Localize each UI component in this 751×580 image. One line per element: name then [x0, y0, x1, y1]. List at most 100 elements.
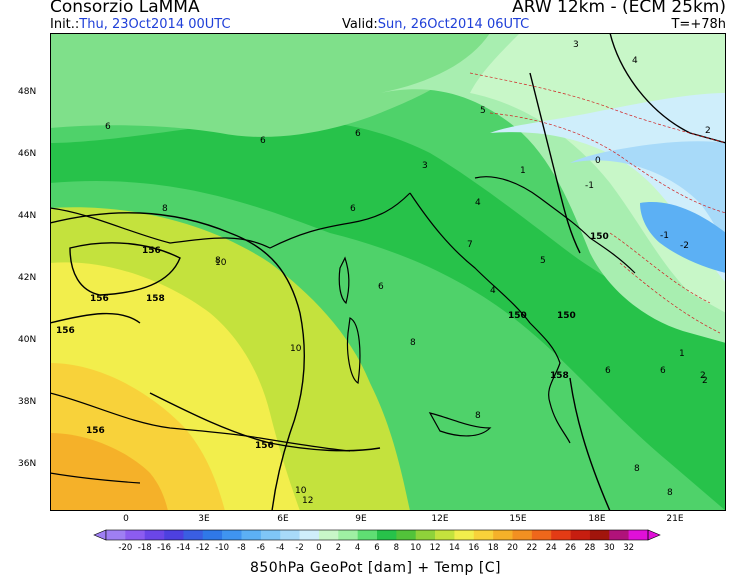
colorbar-tick-label: -8 — [237, 543, 245, 553]
temp-label: 6 — [350, 204, 356, 214]
colorbar-right-arrow — [647, 529, 661, 541]
temperature-isolines — [469, 72, 726, 334]
colorbar-segment — [357, 530, 378, 540]
colorbar-tick-label: -16 — [157, 543, 171, 553]
colorbar-segment — [106, 530, 126, 540]
valid-time: Valid:Sun, 26Oct2014 06UTC — [342, 17, 529, 32]
colorbar-segment — [241, 530, 262, 540]
init-time: Init.:Thu, 23Oct2014 00UTC — [50, 17, 231, 32]
temp-label: 8 — [162, 204, 168, 214]
colorbar-tick-label: -6 — [257, 543, 265, 553]
colorbar-segment — [531, 530, 552, 540]
colorbar-segment — [338, 530, 358, 540]
temp-label: -2 — [680, 241, 689, 251]
colorbar-tick-label: 2 — [336, 543, 341, 553]
temp-label: 4 — [490, 286, 496, 296]
lon-label: 0 — [123, 514, 129, 524]
init-label: Init.: — [50, 17, 80, 32]
lat-label: 38N — [18, 397, 37, 407]
temp-label: -1 — [585, 181, 594, 191]
temp-label: 8 — [667, 488, 673, 498]
colorbar-segment — [512, 530, 533, 540]
colorbar-tick-label: 10 — [410, 543, 421, 553]
colorbar-segment — [377, 530, 397, 540]
temp-label: 2 — [702, 376, 708, 386]
valid-label: Valid: — [342, 17, 378, 32]
temp-label: 4 — [632, 56, 638, 66]
contour-label: 156 — [86, 426, 105, 436]
temp-label: 5 — [480, 106, 486, 116]
colorbar-segment — [415, 530, 436, 540]
temp-label: 10 — [295, 486, 307, 496]
colorbar-left-arrow — [93, 529, 107, 541]
colorbar-segment — [396, 530, 417, 540]
lon-label: 6E — [277, 514, 289, 524]
temp-label: 8 — [634, 464, 640, 474]
temp-label: 4 — [475, 198, 481, 208]
lat-label: 36N — [18, 459, 37, 469]
temp-label: -1 — [660, 231, 669, 241]
temp-label: 8 — [475, 411, 481, 421]
colorbar-segment — [628, 530, 649, 540]
colorbar-segment — [570, 530, 591, 540]
colorbar-segment — [493, 530, 513, 540]
colorbar-tick-label: 12 — [430, 543, 441, 553]
temp-label: 6 — [105, 122, 111, 132]
forecast-step: T=+78h — [671, 17, 726, 32]
temp-label: 6 — [260, 136, 266, 146]
contour-label: 158 — [146, 294, 165, 304]
colorbar-tick-label: 0 — [316, 543, 321, 553]
contour-label: 150 — [508, 311, 527, 321]
temp-label: 6 — [660, 366, 666, 376]
temp-label: 3 — [573, 40, 579, 50]
temp-field-light-blue — [490, 93, 726, 283]
contour-label-group: 156 156 158 156 156 156 150 150 150 158 — [56, 232, 609, 451]
colorbar-segment — [473, 530, 494, 540]
contour-label: 158 — [550, 371, 569, 381]
colorbar-segment — [222, 530, 242, 540]
colorbar-tick-label: 4 — [355, 543, 360, 553]
colorbar-tick-label: 20 — [507, 543, 518, 553]
temp-label: 6 — [605, 366, 611, 376]
colorbar-tick-label: 8 — [394, 543, 399, 553]
lat-label: 44N — [18, 211, 37, 221]
temp-label: 2 — [700, 371, 706, 381]
colorbar-tick-label: 18 — [488, 543, 499, 553]
colorbar-segment — [280, 530, 300, 540]
lon-label: 18E — [588, 514, 606, 524]
temperature-label-group: 6 6 8 8 6 6 6 8 10 10 12 10 8 4 3 1 -1 0… — [105, 40, 711, 506]
temp-field-orange — [50, 433, 168, 511]
colorbar-segment — [202, 530, 223, 540]
map-caption: 850hPa GeoPot [dam] + Temp [C] — [249, 560, 502, 576]
temp-label: 8 — [410, 338, 416, 348]
temp-label: 8 — [215, 256, 221, 266]
temp-label: 2 — [705, 126, 711, 136]
temp-label: 1 — [679, 349, 685, 359]
colorbar-tick-label: -2 — [295, 543, 303, 553]
contour-label: 156 — [142, 246, 161, 256]
temp-field-deep-blue — [640, 202, 726, 273]
colorbar-segment — [318, 530, 339, 540]
temp-field-blue — [570, 141, 726, 263]
temp-label: 1 — [520, 166, 526, 176]
colorbar-tick-label: 14 — [449, 543, 460, 553]
colorbar-segment — [609, 530, 629, 540]
temp-label: 7 — [467, 240, 473, 250]
colorbar-tick-label: 28 — [585, 543, 596, 553]
colorbar-segment — [454, 530, 475, 540]
contour-label: 156 — [56, 326, 75, 336]
temp-field-dark-green — [50, 119, 726, 511]
contour-label: 150 — [590, 232, 609, 242]
lat-label: 42N — [18, 273, 37, 283]
temp-label: 6 — [355, 129, 361, 139]
colorbar-tick-label: 32 — [623, 543, 634, 553]
lat-label: 48N — [18, 87, 37, 97]
temp-label: 6 — [378, 282, 384, 292]
colorbar-segment — [299, 530, 320, 540]
colorbar-tick-label: -20 — [118, 543, 132, 553]
contour-label: 150 — [557, 311, 576, 321]
colorbar-segment — [435, 530, 455, 540]
weather-map: 156 156 158 156 156 156 150 150 150 158 … — [50, 33, 726, 511]
lon-label: 3E — [198, 514, 210, 524]
colorbar-tick-label: -14 — [176, 543, 190, 553]
